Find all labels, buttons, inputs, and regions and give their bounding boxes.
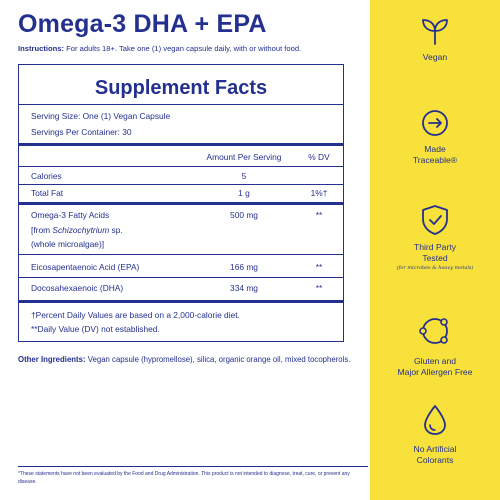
- row-amount: 500 mg: [230, 210, 258, 220]
- badge-label-line1: Made: [424, 144, 446, 154]
- divider-thick: [19, 202, 343, 205]
- badge-label-line2: Major Allergen Free: [397, 367, 473, 377]
- footnote-dv: †Percent Daily Values are based on a 2,0…: [31, 310, 240, 320]
- badge-tested: Third Party Tested (for microbes & heavy…: [370, 204, 500, 271]
- other-ingredients-label: Other Ingredients:: [18, 355, 86, 364]
- badge-label-line1: Gluten and: [413, 356, 457, 366]
- divider: [19, 104, 343, 105]
- row-name: Calories: [31, 171, 62, 181]
- col-header-amount: Amount Per Serving: [206, 152, 282, 162]
- badge-label-line2: Colorants: [416, 455, 454, 465]
- badge-sidebar: Vegan Made Traceable® Third Party Tested…: [370, 0, 500, 500]
- facts-heading: Supplement Facts: [94, 77, 268, 99]
- shield-check-icon: [422, 205, 448, 235]
- badge-traceable: Made Traceable®: [370, 108, 500, 166]
- badge-label: Made Traceable®: [370, 144, 500, 166]
- row-amount: 1 g: [238, 188, 250, 198]
- sprout-icon: [422, 19, 448, 45]
- divider-thick: [19, 143, 343, 146]
- badge-allergen-free: Gluten and Major Allergen Free: [370, 314, 500, 378]
- row-dv: 1%†: [310, 188, 328, 198]
- badge-label-line2: Traceable®: [412, 155, 458, 165]
- badge-label-line2: Tested: [422, 253, 448, 263]
- badge-label: No Artificial Colorants: [370, 444, 500, 466]
- footer-divider: [18, 466, 368, 467]
- badge-vegan: Vegan: [370, 16, 500, 63]
- servings-per-container: Servings Per Container: 30: [31, 127, 132, 137]
- fda-disclaimer: *These statements have not been evaluate…: [18, 471, 350, 485]
- badge-label: Vegan: [370, 52, 500, 63]
- row-name: Docosahexaenoic (DHA): [31, 283, 124, 293]
- supplement-facts-panel: Supplement Facts Serving Size: One (1) V…: [18, 64, 344, 342]
- other-ingredients: Other Ingredients: Vegan capsule (hyprom…: [18, 353, 363, 366]
- row-name: Omega-3 Fatty Acids: [31, 210, 110, 220]
- label-panel: Omega-3 DHA + EPA Instructions: For adul…: [18, 10, 368, 485]
- row-amount: 5: [241, 171, 247, 181]
- traceable-arrow-icon: [422, 110, 448, 136]
- badge-label-line1: Third Party: [413, 242, 457, 252]
- drop-icon: [424, 405, 446, 435]
- row-dv: **: [315, 262, 323, 272]
- row-name: Eicosapentaenoic Acid (EPA): [31, 262, 140, 272]
- badge-label: Third Party Tested: [370, 242, 500, 264]
- divider-thick: [19, 300, 343, 303]
- row-source-post: sp.: [109, 225, 123, 235]
- divider: [19, 166, 343, 167]
- badge-label-line1: Vegan: [422, 52, 448, 62]
- row-dv: **: [315, 283, 323, 293]
- col-header-dv: % DV: [308, 152, 330, 162]
- badge-no-colorants: No Artificial Colorants: [370, 404, 500, 466]
- divider: [19, 277, 343, 278]
- other-ingredients-text: Vegan capsule (hypromellose), silica, or…: [87, 355, 351, 364]
- instructions-text: For adults 18+. Take one (1) vegan capsu…: [66, 44, 302, 53]
- row-source-species: Schizochytrium: [52, 225, 110, 235]
- row-dv: **: [315, 210, 323, 220]
- instructions: Instructions: For adults 18+. Take one (…: [18, 44, 368, 53]
- instructions-label: Instructions:: [18, 44, 64, 53]
- allergen-free-icon: [419, 318, 448, 344]
- product-title: Omega-3 DHA + EPA: [18, 10, 267, 38]
- row-amount: 334 mg: [230, 283, 258, 293]
- divider: [19, 184, 343, 185]
- row-name: Total Fat: [31, 188, 64, 198]
- row-source-line: [from Schizochytrium sp.: [31, 225, 123, 235]
- row-source-line: (whole microalgae)]: [31, 239, 105, 249]
- row-amount: 166 mg: [230, 262, 258, 272]
- row-source-pre: [from: [31, 225, 53, 235]
- badge-sublabel: (for microbes & heavy metals): [396, 265, 474, 271]
- serving-size: Serving Size: One (1) Vegan Capsule: [31, 111, 171, 121]
- badge-label-line1: No Artificial: [413, 444, 457, 454]
- badge-label: Gluten and Major Allergen Free: [370, 356, 500, 378]
- footnote-na: **Daily Value (DV) not established.: [31, 324, 160, 334]
- divider: [19, 254, 343, 255]
